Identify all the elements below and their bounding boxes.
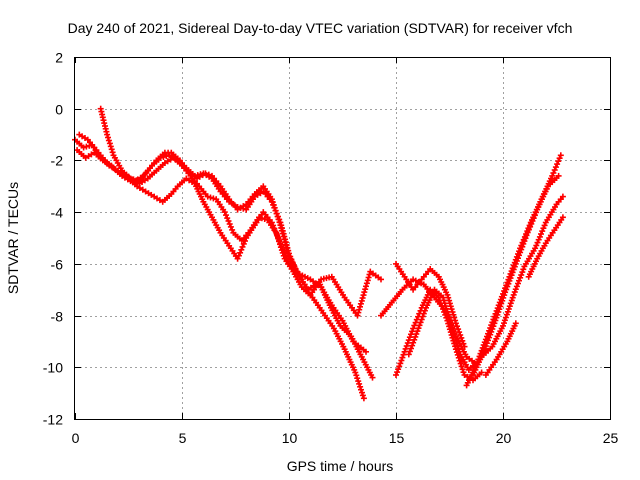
axis-ticks — [75, 57, 611, 420]
y-tick-label: -12 — [43, 412, 63, 428]
series-line — [76, 149, 367, 353]
y-tick-label: -6 — [51, 257, 64, 273]
series-arc-12 — [482, 320, 519, 378]
series-line — [480, 195, 564, 358]
series-arc-13 — [525, 214, 566, 280]
x-tick-label: 15 — [389, 430, 405, 446]
y-tick-labels: -12 -10 -8 -6 -4 -2 0 2 — [43, 50, 63, 428]
chart-title: Day 240 of 2021, Sidereal Day-to-day VTE… — [68, 20, 573, 36]
y-tick-label: 0 — [55, 102, 63, 118]
series-arc-8 — [378, 276, 481, 368]
series-arc-11 — [478, 193, 566, 360]
x-tick-label: 5 — [179, 430, 187, 446]
y-tick-label: -8 — [51, 309, 64, 325]
x-tick-label: 25 — [603, 430, 619, 446]
y-tick-label: -2 — [51, 153, 64, 169]
data-series-layer — [72, 105, 566, 402]
y-tick-label: 2 — [55, 50, 63, 66]
y-axis-title: SDTVAR / TECUs — [5, 182, 21, 294]
x-tick-labels: 0 5 10 15 20 25 — [72, 430, 619, 446]
plot-frame — [74, 57, 611, 420]
x-tick-label: 0 — [72, 430, 80, 446]
series-arc-4 — [74, 147, 369, 355]
y-tick-label: -4 — [51, 205, 64, 221]
x-tick-label: 10 — [282, 430, 298, 446]
y-tick-label: -10 — [43, 360, 63, 376]
grid-lines — [75, 57, 610, 419]
x-axis-title: GPS time / hours — [287, 458, 394, 474]
x-tick-label: 20 — [496, 430, 512, 446]
series-arc-7 — [393, 260, 468, 350]
